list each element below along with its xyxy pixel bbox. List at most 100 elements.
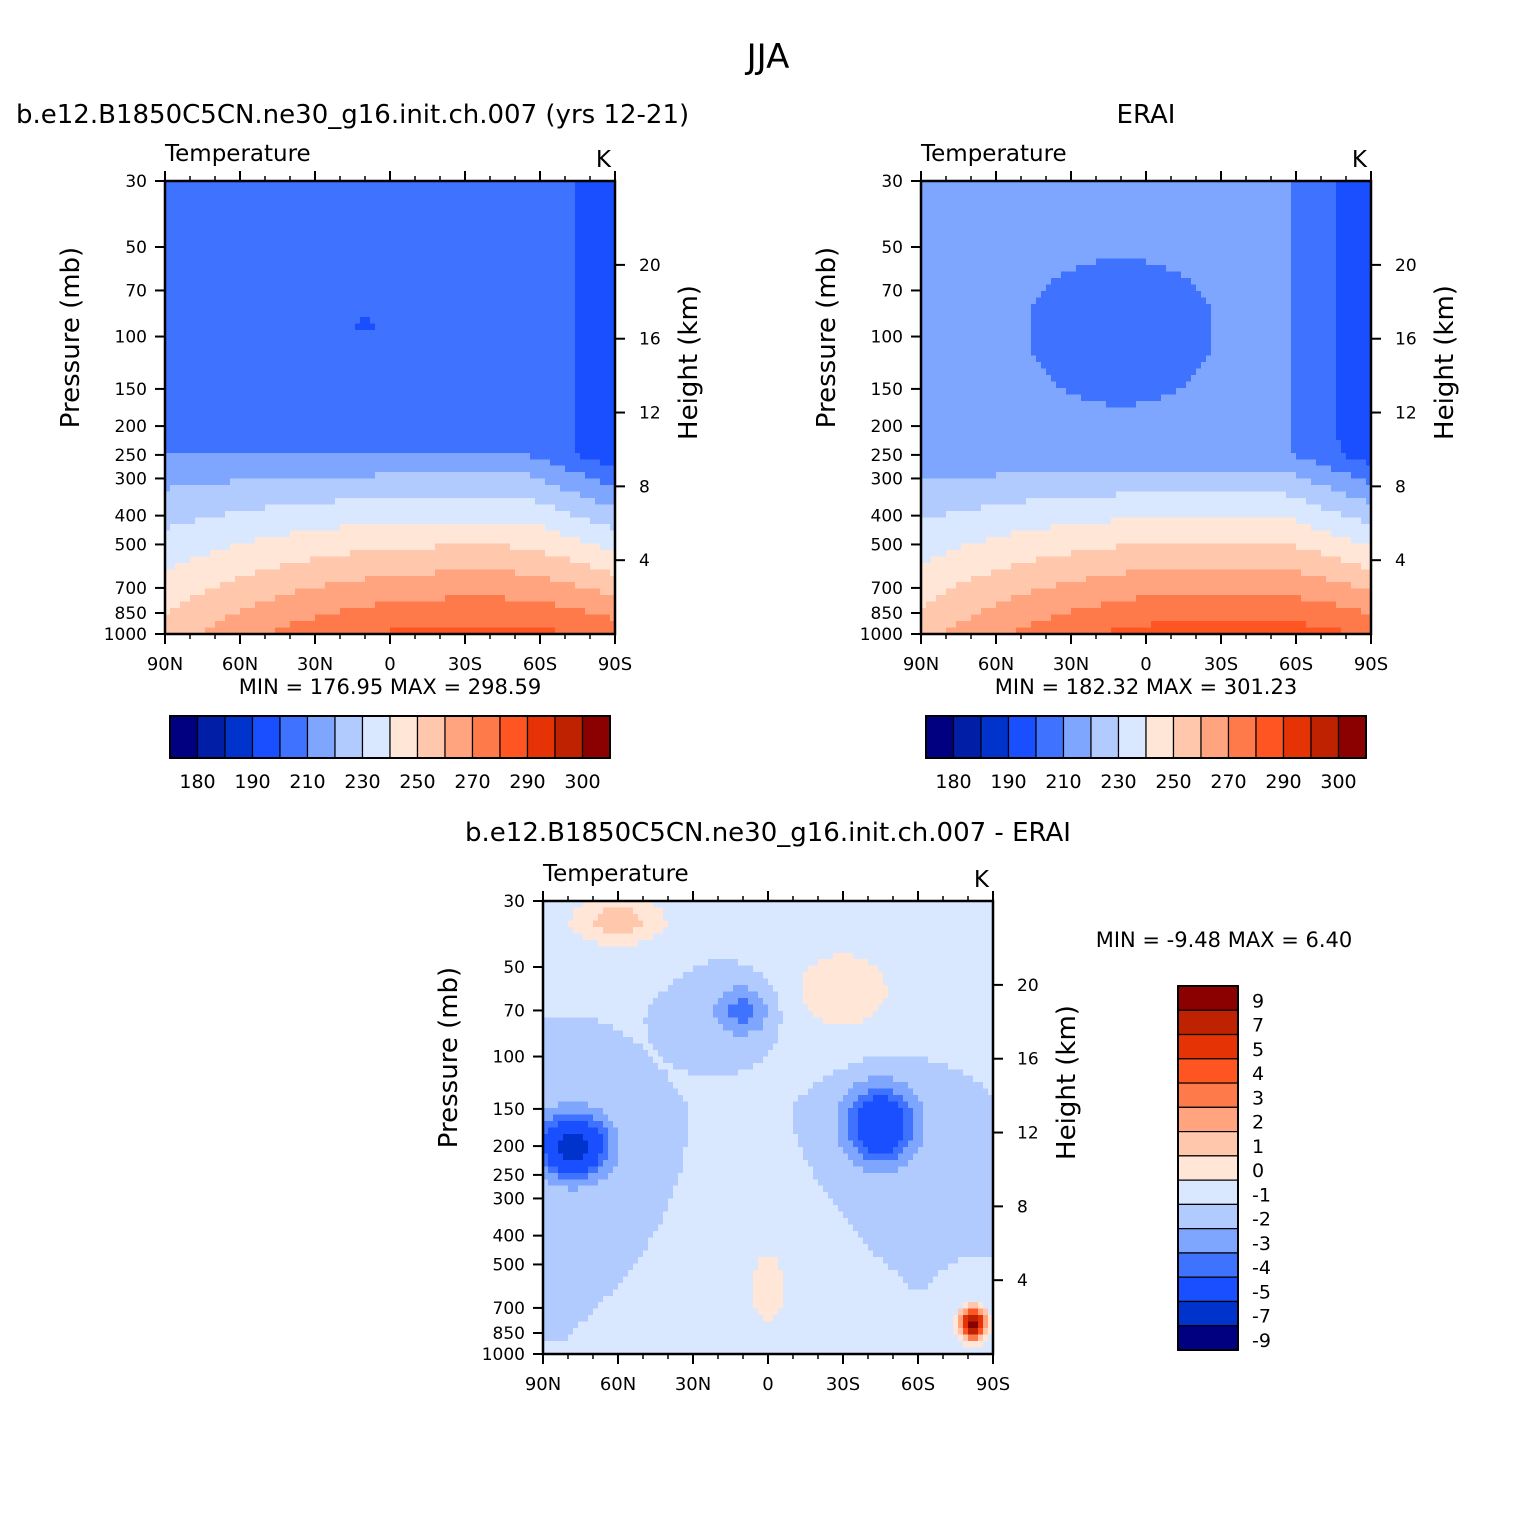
contour-cell <box>435 336 441 343</box>
contour-cell <box>240 317 246 324</box>
contour-cell <box>250 414 256 421</box>
contour-cell <box>200 246 206 253</box>
contour-cell <box>415 220 421 227</box>
contour-cell <box>510 220 516 227</box>
contour-cell <box>600 420 606 427</box>
contour-cell <box>470 505 476 512</box>
contour-cell <box>485 518 491 525</box>
contour-cell <box>590 265 596 272</box>
contour-cell <box>210 537 216 544</box>
contour-cell <box>505 233 511 240</box>
contour-cell <box>290 336 296 343</box>
contour-cell <box>460 511 466 518</box>
contour-cell <box>425 505 431 512</box>
contour-cell <box>580 427 586 434</box>
contour-cell <box>460 524 466 531</box>
contour-cell <box>500 220 506 227</box>
contour-cell <box>520 492 526 499</box>
contour-cell <box>345 330 351 337</box>
contour-cell <box>465 349 471 356</box>
contour-cell <box>305 323 311 330</box>
contour-cell <box>320 187 326 194</box>
contour-cell <box>420 265 426 272</box>
contour-cell <box>500 414 506 421</box>
contour-cell <box>290 343 296 350</box>
contour-cell <box>275 414 281 421</box>
contour-cell <box>360 278 366 285</box>
contour-cell <box>490 518 496 525</box>
contour-cell <box>475 317 481 324</box>
contour-cell <box>575 259 581 266</box>
contour-cell <box>480 388 486 395</box>
contour-cell <box>200 343 206 350</box>
contour-cell <box>235 420 241 427</box>
contour-cell <box>540 472 546 479</box>
units-label: K <box>596 147 612 173</box>
contour-cell <box>230 323 236 330</box>
contour-cell <box>415 278 421 285</box>
contour-cell <box>385 369 391 376</box>
contour-cell <box>555 524 561 531</box>
contour-cell <box>480 401 486 408</box>
contour-cell <box>515 259 521 266</box>
contour-cell <box>370 537 376 544</box>
contour-cell <box>255 401 261 408</box>
contour-cell <box>190 323 196 330</box>
contour-cell <box>540 304 546 311</box>
contour-cell <box>425 446 431 453</box>
contour-cell <box>310 330 316 337</box>
contour-cell <box>425 304 431 311</box>
contour-cell <box>315 362 321 369</box>
contour-cell <box>565 388 571 395</box>
contour-cell <box>315 466 321 473</box>
contour-cell <box>175 272 181 279</box>
contour-cell <box>415 492 421 499</box>
contour-cell <box>525 395 531 402</box>
contour-cell <box>345 498 351 505</box>
contour-cell <box>360 524 366 531</box>
contour-cell <box>345 440 351 447</box>
contour-cell <box>520 420 526 427</box>
contour-cell <box>460 492 466 499</box>
contour-cell <box>465 194 471 201</box>
contour-cell <box>490 459 496 466</box>
contour-cell <box>215 518 221 525</box>
contour-cell <box>385 213 391 220</box>
contour-cell <box>570 323 576 330</box>
contour-cell <box>410 349 416 356</box>
contour-cell <box>430 233 436 240</box>
contour-cell <box>195 362 201 369</box>
contour-cell <box>305 472 311 479</box>
contour-cell <box>310 200 316 207</box>
contour-cell <box>340 479 346 486</box>
contour-cell <box>585 194 591 201</box>
contour-cell <box>455 524 461 531</box>
contour-cell <box>315 401 321 408</box>
contour-cell <box>315 375 321 382</box>
contour-cell <box>175 239 181 246</box>
contour-cell <box>485 472 491 479</box>
contour-cell <box>470 420 476 427</box>
contour-cell <box>585 200 591 207</box>
contour-cell <box>510 213 516 220</box>
contour-cell <box>440 233 446 240</box>
contour-cell <box>265 440 271 447</box>
contour-cell <box>185 226 191 233</box>
contour-cell <box>305 382 311 389</box>
contour-cell <box>280 446 286 453</box>
contour-cell <box>290 323 296 330</box>
contour-cell <box>440 401 446 408</box>
contour-cell <box>290 505 296 512</box>
contour-cell <box>330 537 336 544</box>
contour-cell <box>190 265 196 272</box>
contour-cell <box>465 291 471 298</box>
contour-cell <box>485 259 491 266</box>
contour-cell <box>355 330 361 337</box>
contour-cell <box>400 530 406 537</box>
contour-cell <box>515 453 521 460</box>
contour-cell <box>555 200 561 207</box>
contour-cell <box>345 246 351 253</box>
contour-cell <box>510 291 516 298</box>
contour-cell <box>475 505 481 512</box>
contour-cell <box>315 453 321 460</box>
